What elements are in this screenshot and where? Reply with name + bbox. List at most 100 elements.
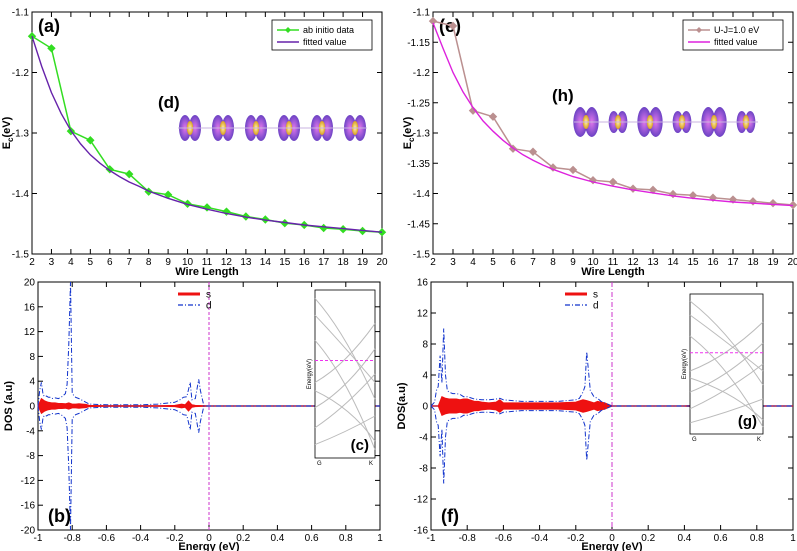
y-tick-label: -1.35	[407, 159, 430, 170]
data-point	[319, 223, 328, 233]
x-tick-label: 6	[510, 257, 516, 268]
panel-b: -1 -0.8 -0.6 -0.4 -0.2 0 0.2 0.4 0.6 0.8 1 20 16 12 8 4…	[3, 278, 383, 551]
data-point	[377, 228, 387, 237]
x-tick-label: 0.4	[677, 533, 691, 544]
y-tick-label: -8	[26, 451, 35, 462]
y-tick-label: -4	[26, 426, 35, 437]
x-tick-label: -0.4	[531, 533, 549, 544]
x-tick-label: 7	[126, 257, 132, 268]
inset-label: (g)	[738, 413, 757, 430]
y-axis-label: Ec(eV)	[1, 116, 15, 149]
legend-box	[271, 19, 373, 51]
y-tick-label: 0	[422, 402, 428, 413]
panel-label: (b)	[48, 506, 71, 526]
x-tick-label: 0.2	[641, 533, 655, 544]
band-curve	[689, 314, 764, 372]
x-tick-label: 8	[550, 257, 556, 268]
series-d-dos-down	[430, 405, 793, 484]
x-axis-label: Wire Length	[175, 266, 239, 278]
panel-label: (f)	[441, 506, 459, 526]
x-tick-label: 19	[357, 257, 369, 268]
y-tick-label: -1.15	[407, 38, 430, 49]
data-point	[528, 147, 538, 156]
y-tick-label: 8	[29, 352, 35, 363]
x-tick-label: 8	[146, 257, 152, 268]
band-curve	[689, 398, 764, 424]
band-curve	[314, 314, 376, 383]
y-tick-label: 8	[422, 340, 428, 351]
data-point	[448, 21, 458, 31]
x-tick-label: 13	[647, 257, 659, 268]
legend-entry: s	[206, 290, 211, 301]
x-tick-label: 0.2	[236, 533, 250, 544]
x-tick-label: 2	[29, 257, 35, 268]
legend-box	[682, 19, 784, 51]
panel-a: 2 3 4 5 6 7 8 9 10 11 12 13 14 15 16 17 18 19 20 -1.1 -1.2 -1…	[1, 8, 388, 279]
x-tick-label: 12	[221, 257, 233, 268]
y-axis-label: DOS(a.u)	[396, 382, 408, 429]
y-tick-label: -1.4	[12, 189, 30, 200]
legend-entry: d	[206, 301, 212, 312]
data-point	[86, 136, 95, 145]
x-tick-label: 10	[182, 257, 194, 268]
x-tick-label: 19	[767, 257, 779, 268]
y-tick-label: 12	[417, 309, 429, 320]
y-tick-label: 12	[24, 327, 36, 338]
inset-label: (c)	[351, 437, 369, 454]
y-tick-label: 4	[422, 371, 428, 382]
legend-marker	[696, 27, 702, 33]
y-tick-label: -1.1	[12, 8, 30, 19]
y-axis-label: DOS (a.u)	[3, 381, 15, 431]
panel-e: 2 3 4 5 6 7 8 9 10 11 12 13 14 15 16 17 18 19 20 -1.1 -1.15 -…	[402, 8, 797, 278]
series-line-fit	[432, 22, 794, 207]
band-curve	[314, 298, 376, 400]
x-tick-label: 1	[790, 533, 796, 544]
x-axis-label: Energy (eV)	[581, 541, 642, 551]
y-tick-label: 0	[29, 402, 35, 413]
legend-entry: d	[593, 301, 599, 312]
data-point	[608, 177, 618, 187]
x-tick-label: -0.6	[98, 533, 116, 544]
y-tick-label: 20	[24, 278, 36, 289]
y-tick-label: -1.2	[413, 68, 431, 79]
x-tick-label: 14	[667, 257, 679, 268]
band-inset-xtick: K	[757, 437, 761, 443]
x-tick-label: 7	[530, 257, 536, 268]
band-curve	[689, 363, 764, 410]
y-tick-label: -1.25	[407, 98, 430, 109]
data-point	[568, 165, 578, 175]
x-tick-label: 9	[570, 257, 576, 268]
legend-entry: ab initio data	[303, 25, 354, 35]
band-curve	[689, 377, 764, 421]
band-curve	[314, 373, 376, 429]
y-axis-label-unit: (eV)	[402, 116, 414, 137]
y-tick-label: -1.1	[413, 8, 431, 19]
y-tick-label: -1.3	[12, 129, 30, 140]
band-inset-ylabel: Energy(eV)	[682, 349, 688, 379]
y-tick-label: 16	[417, 278, 429, 289]
y-tick-label: -4	[419, 433, 428, 444]
x-tick-label: -1	[427, 533, 436, 544]
x-tick-label: 0.8	[750, 533, 764, 544]
x-tick-label: 4	[470, 257, 476, 268]
y-axis-label-unit: (eV)	[1, 116, 13, 137]
x-tick-label: 1	[377, 533, 383, 544]
y-tick-label: -1.3	[413, 129, 431, 140]
y-axis-label-sub: c	[407, 137, 416, 142]
inset-label: (d)	[158, 93, 180, 112]
y-tick-label: -1.5	[12, 250, 30, 261]
x-tick-label: 17	[727, 257, 739, 268]
band-inset-xtick: G	[317, 461, 322, 467]
x-tick-label: 10	[587, 257, 599, 268]
series-d-dos-up	[37, 281, 380, 407]
legend-entry: fitted value	[714, 37, 758, 47]
data-point	[125, 169, 134, 179]
x-tick-label: 11	[608, 257, 619, 268]
series-line-fit	[31, 35, 383, 233]
y-tick-label: -8	[419, 464, 428, 475]
y-tick-label: -12	[21, 476, 36, 487]
x-tick-label: 5	[88, 257, 94, 268]
panel-label: (a)	[38, 16, 60, 36]
inset-label: (h)	[552, 86, 574, 105]
